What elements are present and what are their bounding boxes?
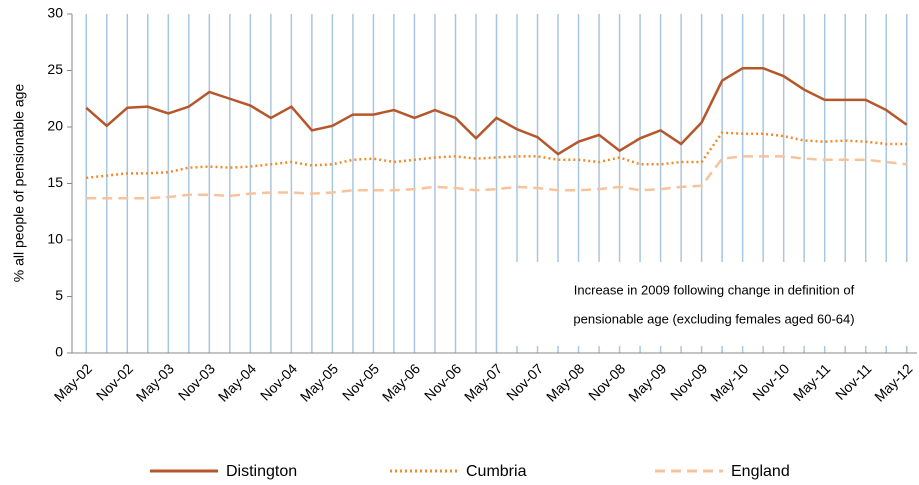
y-tick-label: 10 (47, 231, 63, 247)
x-tick-label: Nov-09 (667, 360, 710, 403)
annotation-box (512, 262, 915, 346)
legend-label: England (731, 463, 790, 480)
x-tick-label: Nov-03 (175, 360, 218, 403)
legend-label: Cumbria (466, 463, 527, 480)
series-line (85, 66, 908, 156)
legend-label: Distington (226, 463, 297, 480)
x-tick-label: Nov-04 (257, 360, 300, 403)
y-tick-label: 30 (47, 5, 63, 21)
x-tick-label: May-06 (379, 360, 423, 404)
y-tick-label: 0 (55, 344, 63, 360)
y-tick-label: 25 (47, 61, 63, 77)
x-tick-label: Nov-10 (749, 360, 792, 403)
x-tick-label: May-10 (707, 360, 751, 404)
x-tick-label: May-03 (133, 360, 177, 404)
x-tick-label: May-12 (871, 360, 915, 404)
x-tick-label: May-11 (790, 360, 834, 404)
x-tick-label: Nov-05 (339, 360, 382, 403)
x-tick-label: May-02 (51, 360, 95, 404)
x-tick-label: May-07 (461, 360, 505, 404)
y-axis-label: % all people of pensionable age (11, 84, 27, 283)
x-tick-label: May-08 (543, 360, 587, 404)
x-tick-label: May-04 (215, 360, 259, 404)
x-tick-label: May-05 (297, 360, 341, 404)
y-tick-label: 20 (47, 118, 63, 134)
x-tick-label: Nov-08 (585, 360, 628, 403)
annotation: pensionable age (excluding females aged … (573, 311, 854, 326)
series-line (86, 155, 907, 200)
y-tick-label: 5 (55, 287, 63, 303)
x-tick-label: Nov-06 (421, 360, 464, 403)
x-tick-label: Nov-11 (832, 360, 875, 403)
x-tick-label: May-09 (625, 360, 669, 404)
x-tick-label: Nov-02 (93, 360, 136, 403)
annotation: Increase in 2009 following change in def… (574, 282, 855, 297)
y-tick-label: 15 (47, 174, 63, 190)
x-tick-label: Nov-07 (503, 360, 546, 403)
